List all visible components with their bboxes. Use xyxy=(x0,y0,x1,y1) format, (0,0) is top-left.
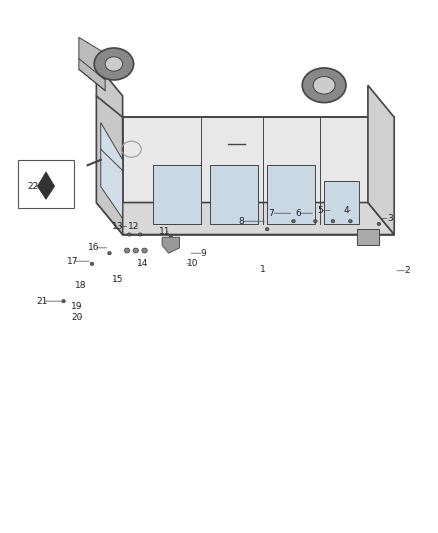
Ellipse shape xyxy=(94,48,134,80)
Ellipse shape xyxy=(142,248,147,253)
Ellipse shape xyxy=(127,233,131,236)
Text: 9: 9 xyxy=(201,249,207,257)
Text: 18: 18 xyxy=(75,281,87,289)
Ellipse shape xyxy=(313,76,335,94)
Polygon shape xyxy=(79,37,105,91)
Polygon shape xyxy=(368,85,394,235)
Ellipse shape xyxy=(302,68,346,102)
Text: 8: 8 xyxy=(238,217,244,225)
Ellipse shape xyxy=(138,233,142,236)
Ellipse shape xyxy=(124,248,130,253)
Ellipse shape xyxy=(377,222,381,225)
Text: 16: 16 xyxy=(88,244,100,252)
Ellipse shape xyxy=(133,248,138,253)
Text: 22: 22 xyxy=(27,182,39,191)
Polygon shape xyxy=(210,165,258,224)
Ellipse shape xyxy=(62,300,65,303)
Text: 6: 6 xyxy=(295,209,301,217)
Ellipse shape xyxy=(108,252,111,255)
Text: 4: 4 xyxy=(343,206,349,215)
Text: 15: 15 xyxy=(112,276,123,284)
Text: 21: 21 xyxy=(36,297,47,305)
Ellipse shape xyxy=(105,57,123,71)
Text: 14: 14 xyxy=(137,260,148,268)
Text: 3: 3 xyxy=(387,214,393,223)
Text: 7: 7 xyxy=(268,209,275,217)
Text: 13: 13 xyxy=(112,222,123,231)
Text: 1: 1 xyxy=(260,265,266,273)
Text: 19: 19 xyxy=(71,302,82,311)
Text: 10: 10 xyxy=(187,260,198,268)
Bar xyxy=(18,160,74,208)
Text: 12: 12 xyxy=(128,222,139,231)
Polygon shape xyxy=(153,165,201,224)
Ellipse shape xyxy=(331,220,335,223)
Polygon shape xyxy=(37,172,54,199)
Polygon shape xyxy=(101,123,123,219)
Text: 17: 17 xyxy=(67,257,78,265)
Bar xyxy=(357,229,379,245)
Ellipse shape xyxy=(314,220,317,223)
Polygon shape xyxy=(96,64,123,235)
Polygon shape xyxy=(324,181,359,224)
Ellipse shape xyxy=(349,220,352,223)
Text: 20: 20 xyxy=(71,313,82,321)
Polygon shape xyxy=(96,203,394,235)
Polygon shape xyxy=(162,237,180,253)
Ellipse shape xyxy=(265,228,269,231)
Text: 11: 11 xyxy=(159,228,170,236)
Ellipse shape xyxy=(169,236,173,239)
Text: 5: 5 xyxy=(317,206,323,215)
Ellipse shape xyxy=(90,262,94,265)
Text: 2: 2 xyxy=(405,266,410,275)
Ellipse shape xyxy=(292,220,295,223)
Polygon shape xyxy=(267,165,315,224)
Polygon shape xyxy=(123,117,394,235)
